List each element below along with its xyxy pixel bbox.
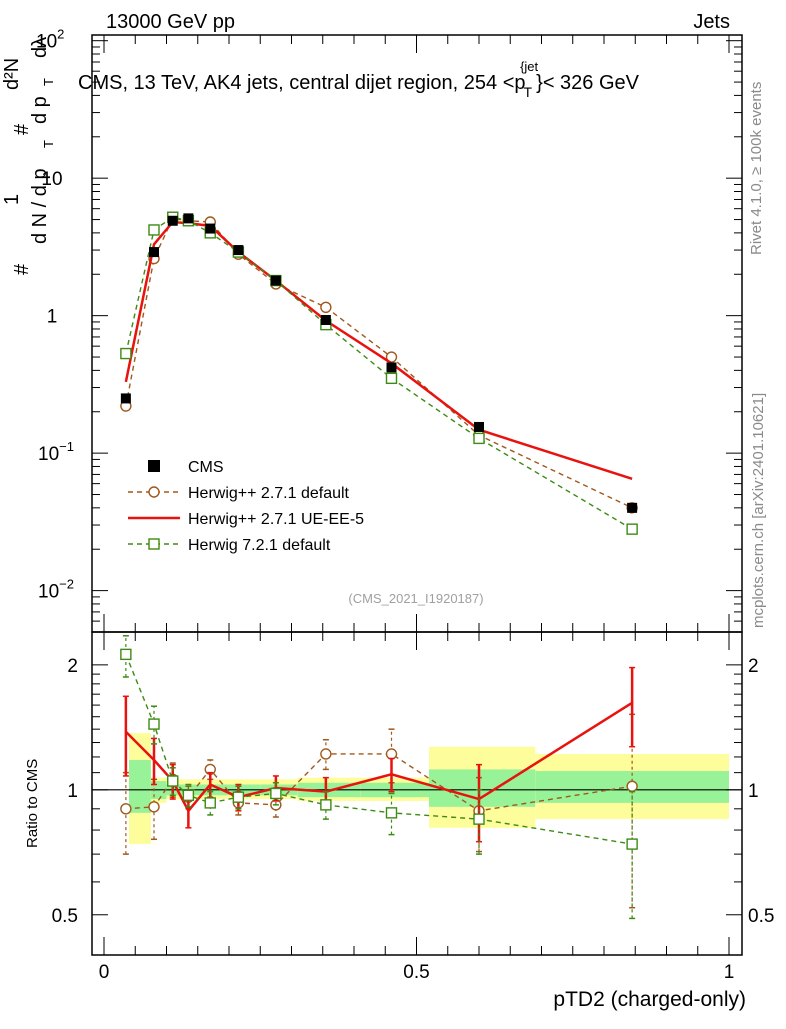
y-label-hash-1: # <box>11 263 33 275</box>
ratio-plot-series <box>120 635 638 920</box>
ratio-marker-herwig_pp_default <box>626 780 638 792</box>
marker-herwig7_default <box>148 224 160 236</box>
data-point <box>205 223 216 234</box>
data-point <box>627 502 638 513</box>
ratio-marker-herwig7_default <box>320 799 332 811</box>
legend: CMS Herwig++ 2.7.1 default Herwig++ 2.7.1 … <box>128 459 364 554</box>
tick-base: 10 <box>38 444 59 465</box>
main-plot-series <box>120 211 638 535</box>
ratio-marker-herwig7_default <box>204 797 216 809</box>
y-label-hash-2: # <box>11 123 33 135</box>
ratio-axis-label: Ratio to CMS <box>24 759 41 848</box>
series-line-herwig7_default <box>125 216 633 530</box>
marker-herwig7_default <box>120 347 132 360</box>
x-tick-label: 0 <box>99 962 110 983</box>
ratio-y-tick-label-right: 2 <box>748 656 759 677</box>
ratio-marker-herwig7_default <box>385 807 398 819</box>
y-label-d2n: d²N <box>1 58 23 90</box>
x-axis-label: pTD2 (charged-only) <box>553 988 746 1011</box>
series-line-herwig_pp_ueee5 <box>124 220 633 481</box>
marker-herwig7_default <box>626 523 638 535</box>
data-point <box>233 245 244 256</box>
ratio-marker-herwig7_default <box>473 813 485 825</box>
tick-exponent: 2 <box>57 27 64 42</box>
x-tick-label: 1 <box>724 962 735 983</box>
ratio-y-tick-label-right: 0.5 <box>748 906 774 927</box>
tick-base: 1 <box>47 307 58 328</box>
tick-base: 10 <box>41 169 62 190</box>
ratio-marker-herwig_pp_default <box>385 748 398 760</box>
main-y-tick-label: 102 <box>36 27 64 53</box>
data-point <box>320 314 331 325</box>
data-point <box>183 213 194 224</box>
ratio-y-tick-label: 0.5 <box>52 906 78 927</box>
main-y-tick-label: 10−1 <box>38 439 74 465</box>
plot-title: CMS, 13 TeV, AK4 jets, central dijet reg… <box>78 59 640 100</box>
ratio-marker-herwig7_default <box>148 718 160 730</box>
ratio-marker-herwig_pp_default <box>320 748 332 760</box>
header-left-label: 13000 GeV pp <box>106 11 235 33</box>
data-point <box>120 393 131 404</box>
data-point <box>270 275 281 286</box>
marker-herwig7_default <box>385 372 398 385</box>
x-tick-label: 0.5 <box>403 962 429 983</box>
ratio-marker-herwig7_default <box>270 787 282 800</box>
y-label-t-sub-2: T <box>41 78 56 86</box>
legend-marker-data <box>148 460 160 472</box>
tick-base: 10 <box>38 582 59 603</box>
ratio-y-tick-label: 2 <box>67 656 78 677</box>
ratio-band-inner <box>129 759 151 813</box>
analysis-tag: (CMS_2021_I1920187) <box>348 591 483 606</box>
y-label-dpt: d p <box>29 96 51 124</box>
ratio-marker-herwig_pp_default <box>148 801 160 813</box>
tick-base: 10 <box>36 32 57 53</box>
ratio-y-tick-label-right: 1 <box>748 781 759 802</box>
data-point <box>167 215 178 226</box>
y-label-one: 1 <box>1 194 23 205</box>
marker-herwig_pp_default <box>320 301 332 314</box>
y-axis-label: # 1 d N / d p T # d²N d p T dλ <box>1 37 56 275</box>
ratio-marker-herwig7_default <box>232 791 245 803</box>
header-right-label: Jets <box>693 11 730 33</box>
ratio-marker-herwig7_default <box>182 789 195 802</box>
ratio-marker-herwig7_default <box>626 838 638 850</box>
legend-marker-herwig7_default <box>148 538 160 550</box>
data-point <box>474 421 484 432</box>
ratio-marker-herwig_pp_default <box>120 803 132 815</box>
legend-marker-herwig_pp_default <box>148 486 160 498</box>
main-y-tick-label: 1 <box>47 307 58 328</box>
tick-exponent: −2 <box>59 577 74 592</box>
tick-exponent: −1 <box>59 439 74 454</box>
legend-label-herwig_pp_ueee5: Herwig++ 2.7.1 UE-EE-5 <box>188 511 364 528</box>
rivet-version-label: Rivet 4.1.0, ≥ 100k events <box>748 82 765 255</box>
data-point <box>386 362 397 373</box>
y-label-dlambda: dλ <box>29 37 51 58</box>
mcplots-label: mcplots.cern.ch [arXiv:2401.10621] <box>750 393 767 628</box>
legend-label-data: CMS <box>188 459 224 476</box>
y-label-t-sub: T <box>41 140 56 148</box>
marker-herwig7_default <box>473 432 485 445</box>
main-y-tick-label: 10 <box>41 169 62 190</box>
data-point <box>149 247 159 258</box>
ratio-marker-herwig7_default <box>120 648 132 661</box>
ratio-y-tick-label: 1 <box>67 781 78 802</box>
legend-label-herwig7_default: Herwig 7.2.1 default <box>188 537 331 554</box>
ratio-marker-herwig7_default <box>167 775 179 787</box>
legend-label-herwig_pp_default: Herwig++ 2.7.1 default <box>188 485 350 502</box>
y-label-dn-dpt: d N / d p <box>29 168 51 244</box>
main-y-tick-label: 10−2 <box>38 577 74 603</box>
